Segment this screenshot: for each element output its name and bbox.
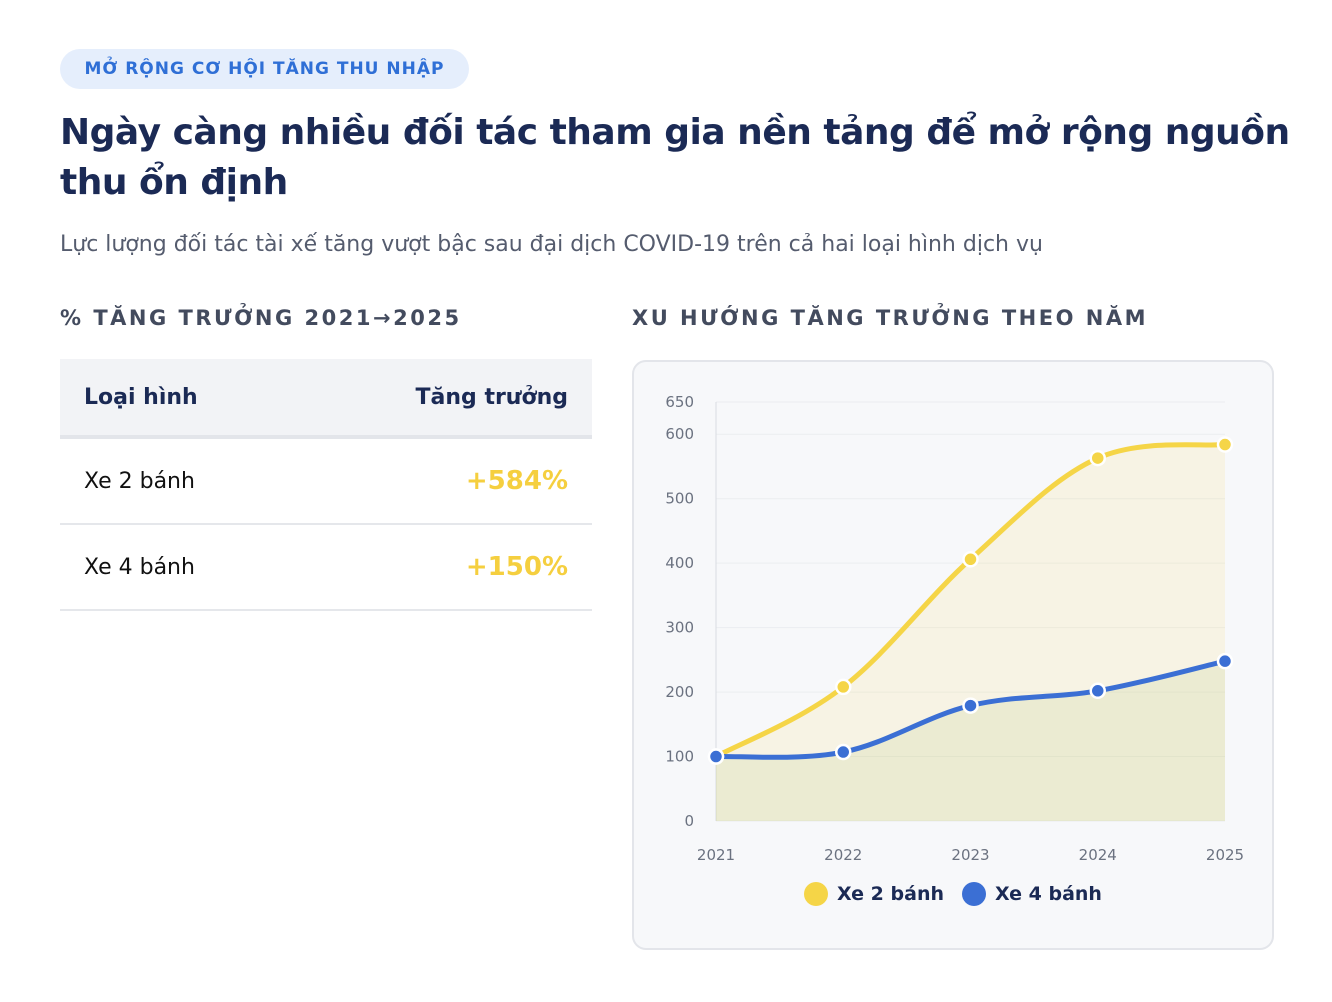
- x-tick-label: 2025: [1206, 846, 1244, 864]
- table-row: Xe 2 bánh +584%: [60, 439, 592, 525]
- data-point-4-wheel: [835, 743, 852, 761]
- y-tick-label: 500: [665, 490, 694, 508]
- x-tick-label: 2021: [697, 846, 735, 864]
- data-point-4-wheel: [707, 748, 725, 765]
- column-header-growth: Tăng trưởng: [415, 384, 568, 410]
- y-tick-label: 650: [665, 393, 694, 411]
- growth-table: Loại hình Tăng trưởng Xe 2 bánh +584% Xe…: [60, 359, 592, 611]
- page-subtitle: Lực lượng đối tác tài xế tăng vượt bậc s…: [60, 232, 1043, 257]
- section-badge: MỞ RỘNG CƠ HỘI TĂNG THU NHẬP: [60, 49, 469, 89]
- legend-marker-4-wheel: [962, 882, 986, 906]
- chart-legend: Xe 2 bánh Xe 4 bánh: [634, 882, 1272, 906]
- column-header-type: Loại hình: [84, 384, 198, 410]
- legend-label-4-wheel: Xe 4 bánh: [995, 883, 1102, 905]
- growth-table-label: % TĂNG TRƯỞNG 2021→2025: [60, 306, 462, 330]
- y-tick-label: 0: [684, 812, 694, 830]
- row-type: Xe 4 bánh: [84, 554, 195, 580]
- table-row: Xe 4 bánh +150%: [60, 525, 592, 611]
- page-title: Ngày càng nhiều đối tác tham gia nền tản…: [60, 112, 1290, 203]
- row-growth-value: +150%: [465, 552, 568, 582]
- data-point-2-wheel: [1089, 449, 1106, 467]
- legend-marker-2-wheel: [804, 882, 829, 906]
- row-growth-value: +584%: [465, 466, 568, 496]
- legend-item-2-wheel[interactable]: Xe 2 bánh: [804, 882, 944, 906]
- legend-label-2-wheel: Xe 2 bánh: [837, 883, 944, 905]
- data-point-4-wheel: [962, 697, 979, 714]
- x-tick-label: 2024: [1079, 846, 1117, 864]
- y-tick-label: 600: [665, 425, 694, 443]
- x-tick-label: 2022: [824, 846, 862, 864]
- trend-line-chart: 0 100 200 300 400 500 600 650 2021 2022 2023 2024 20…: [665, 393, 1244, 864]
- row-type: Xe 2 bánh: [84, 468, 195, 494]
- trend-chart-label: XU HƯỚNG TĂNG TRƯỞNG THEO NĂM: [632, 306, 1148, 330]
- trend-chart-card: 0 100 200 300 400 500 600 650 2021 2022 2023 2024 20…: [632, 360, 1274, 950]
- data-point-2-wheel: [1216, 436, 1234, 453]
- y-tick-label: 200: [665, 683, 694, 701]
- series-area-4-wheel: [716, 661, 1225, 821]
- y-tick-label: 100: [665, 748, 694, 766]
- data-point-4-wheel: [1089, 682, 1106, 700]
- table-header: Loại hình Tăng trưởng: [60, 359, 592, 439]
- series-area-2-wheel: [716, 444, 1225, 821]
- y-tick-label: 300: [665, 619, 694, 637]
- legend-item-4-wheel[interactable]: Xe 4 bánh: [962, 882, 1102, 906]
- y-tick-label: 400: [665, 554, 694, 572]
- data-point-2-wheel: [962, 551, 979, 568]
- data-point-2-wheel: [835, 678, 852, 696]
- x-tick-label: 2023: [951, 846, 989, 864]
- data-point-4-wheel: [1216, 652, 1234, 670]
